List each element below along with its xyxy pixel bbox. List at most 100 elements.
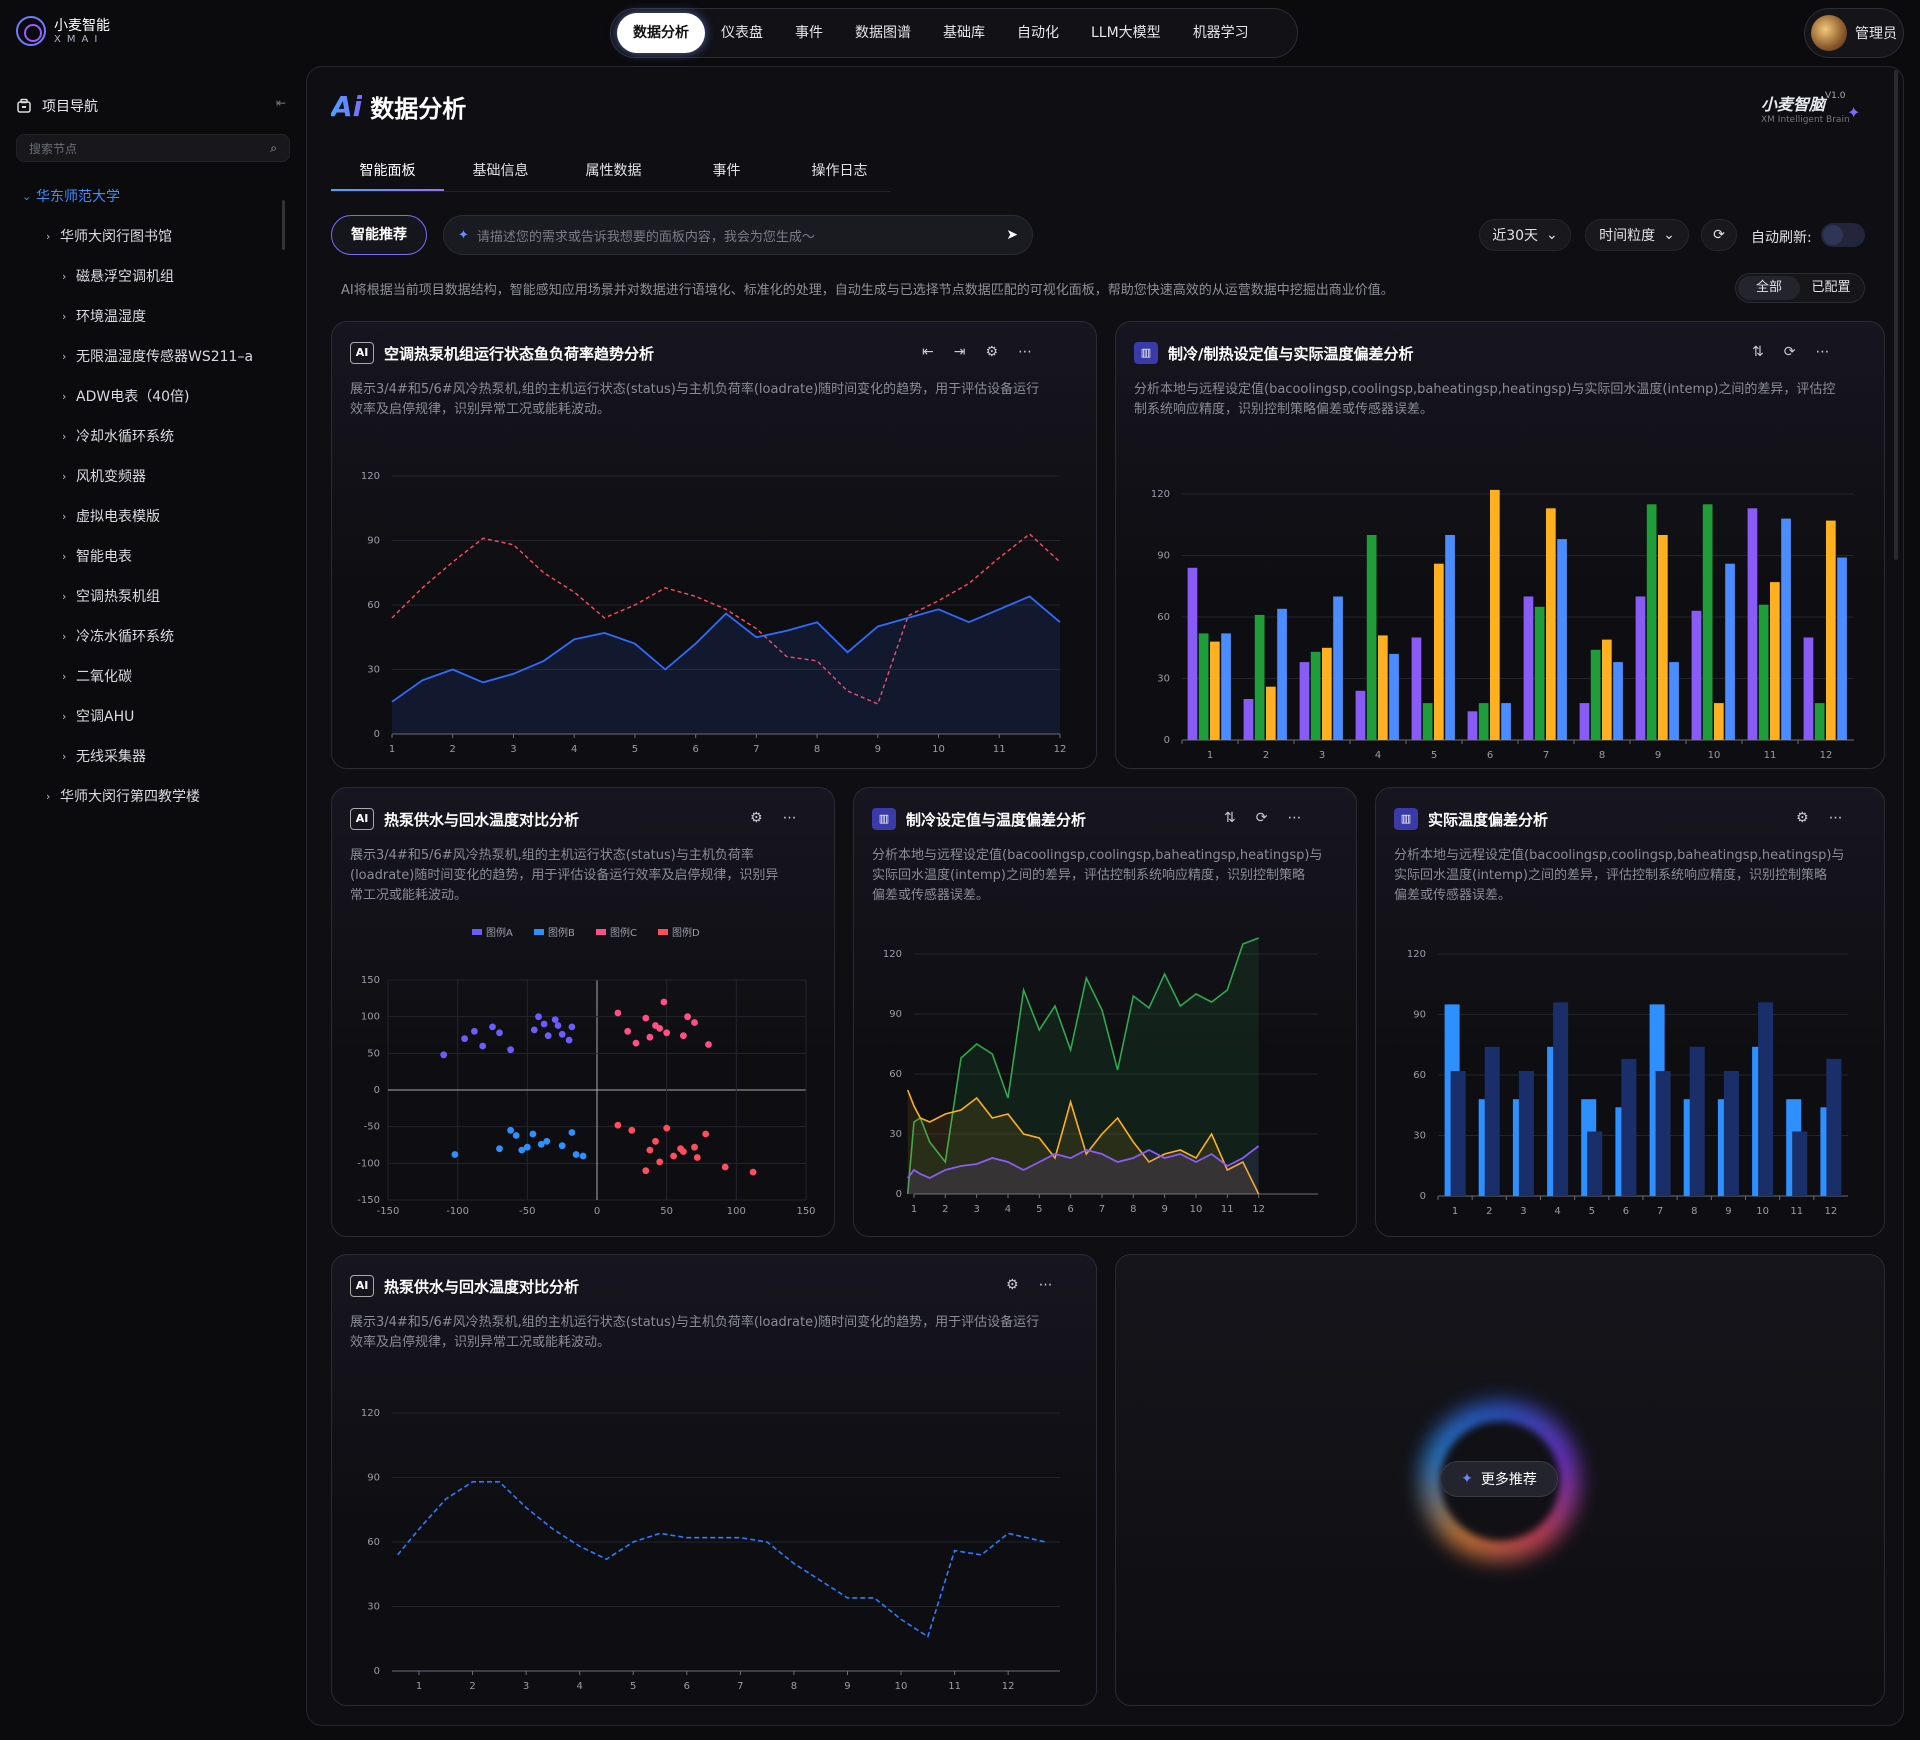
refresh-icon[interactable]: ⟳ [1255,810,1268,826]
tree-node-child[interactable]: › 无线采集器 [62,749,146,765]
card-title: 实际温度偏差分析 [1428,810,1549,829]
tree-node-library[interactable]: › 华师大闵行图书馆 [46,229,172,245]
tab-smart-panel[interactable]: 智能面板 [331,151,444,191]
main-panel: Ai 数据分析 小麦智脑V1.0 XM Intelligent Brain ✦ … [306,66,1904,1726]
main-scrollbar[interactable] [1894,70,1898,560]
tree-node-root[interactable]: ⌄ 华东师范大学 [22,189,120,205]
refresh-button[interactable]: ⟳ [1701,219,1737,251]
bar-2 [1826,1058,1842,1196]
x-tick-label: 8 [1691,1206,1697,1217]
x-tick-label: 3 [1319,750,1325,761]
scatter-point-4 [614,1121,622,1129]
nav-item-llm[interactable]: LLM大模型 [1091,25,1161,41]
scatter-point-2 [579,1152,587,1160]
x-tick-label: 5 [1589,1206,1595,1217]
settings-sliders-icon[interactable]: ⚙ [1006,1277,1019,1293]
bar-4 [1781,518,1791,740]
app-logo[interactable]: 小麦智能 XMAI [16,16,110,46]
y-tick-label: 0 [374,729,380,740]
tree-node-child[interactable]: › ADW电表（40倍) [62,389,190,405]
x-tick-label: 5 [1431,750,1437,761]
nav-item-base-library[interactable]: 基础库 [943,25,985,41]
more-icon[interactable]: ⋯ [1815,344,1830,360]
sidebar-scrollbar[interactable] [282,200,285,250]
nav-item-dashboard[interactable]: 仪表盘 [721,25,763,41]
auto-refresh-toggle[interactable] [1821,223,1865,247]
tree-node-child[interactable]: › 风机变频器 [62,469,146,485]
tree-node-child[interactable]: › 二氧化碳 [62,669,132,685]
tree-node-child[interactable]: › 无限温湿度传感器WS211–a [62,349,254,365]
more-icon[interactable]: ⋯ [1018,344,1033,360]
tree-node-child[interactable]: › 磁悬浮空调机组 [62,269,174,285]
bar-3 [1826,520,1836,740]
align-right-icon[interactable]: ⇥ [953,344,966,360]
tree-node-child[interactable]: › 环境温湿度 [62,309,146,325]
bar-3 [1770,582,1780,740]
nav-item-machine-learning[interactable]: 机器学习 [1192,25,1249,41]
tab-basic-info[interactable]: 基础信息 [472,163,529,179]
bar-3 [1714,703,1724,740]
align-left-icon[interactable]: ⇤ [922,344,934,360]
tree-node-child[interactable]: › 冷却水循环系统 [62,429,174,445]
scatter-point-3 [624,1027,632,1035]
scatter-point-4 [656,1158,664,1166]
bar-2 [1814,703,1825,740]
more-icon[interactable]: ⋯ [1287,810,1302,826]
bar-2 [1758,1002,1774,1196]
nav-item-events[interactable]: 事件 [795,25,823,41]
settings-sliders-icon[interactable]: ⚙ [1796,810,1809,826]
nav-item-data-graph[interactable]: 数据图谱 [855,25,911,41]
smart-recommend-button[interactable]: 智能推荐 [331,215,427,255]
logo-title: 小麦智能 [54,17,110,34]
swap-icon[interactable]: ⇅ [1752,344,1764,360]
settings-sliders-icon[interactable]: ⚙ [750,810,763,826]
refresh-icon[interactable]: ⟳ [1783,344,1796,360]
collapse-sidebar-icon[interactable]: ⇤ [276,96,287,110]
x-tick-label: 1 [416,1681,422,1692]
granularity-select[interactable]: 时间粒度 ⌄ [1585,219,1689,251]
tree-node-child[interactable]: › 冷冻水循环系统 [62,629,174,645]
chevron-right-icon: › [62,629,67,643]
x-tick-label: 4 [1005,1204,1011,1215]
search-icon[interactable]: ⌕ [270,140,277,155]
prompt-input[interactable]: ✦ 请描述您的需求或告诉我想要的面板内容，我会为您生成～ ➤ [443,215,1033,255]
swap-icon[interactable]: ⇅ [1224,810,1236,826]
tree-node-child[interactable]: › 空调热泵机组 [62,589,160,605]
scatter-point-1 [479,1042,487,1050]
scatter-point-2 [507,1126,514,1134]
nav-item-data-analysis[interactable]: 数据分析 [617,13,705,53]
tab-attributes[interactable]: 属性数据 [585,163,642,179]
tab-events[interactable]: 事件 [712,163,741,179]
page-description: AI将根据当前项目数据结构，智能感知应用场景并对数据进行语境化、标准化的处理，自… [341,283,1394,298]
node-search-input[interactable]: 搜索节点 ⌕ [16,134,290,162]
y-tick-label: 30 [1157,674,1170,685]
more-icon[interactable]: ⋯ [782,810,797,826]
nav-item-automation[interactable]: 自动化 [1017,25,1059,41]
more-icon[interactable]: ⋯ [1828,810,1843,826]
x-tick-label: 7 [1099,1204,1105,1215]
auto-refresh-label: 自动刷新: [1751,230,1812,246]
scatter-point-3 [632,1039,640,1047]
more-recommend-button[interactable]: ✦ 更多推荐 [1440,1461,1558,1497]
range-select[interactable]: 近30天 ⌄ [1479,219,1571,251]
tree-node-child[interactable]: › 虚拟电表模版 [62,509,160,525]
filter-configured[interactable]: 已配置 [1811,280,1851,295]
more-icon[interactable]: ⋯ [1038,1277,1053,1293]
x-tick-label: 11 [1790,1206,1803,1217]
filter-all[interactable]: 全部 [1738,276,1800,300]
send-icon[interactable]: ➤ [1006,227,1018,243]
bar-2 [1310,651,1321,740]
tab-operation-log[interactable]: 操作日志 [811,163,868,179]
ai-badge-icon: AI [350,1275,374,1297]
tree-node-child[interactable]: › 智能电表 [62,549,132,565]
card-title: 制冷设定值与温度偏差分析 [906,810,1087,829]
y-tick-label: 0 [374,1085,380,1096]
x-tick-label: 8 [791,1681,797,1692]
tree-node-child[interactable]: › 空调AHU [62,709,135,725]
tree-node-teaching-building[interactable]: › 华师大闵行第四教学楼 [46,789,200,805]
tab-divider [331,191,891,192]
scatter-point-3 [660,998,668,1006]
user-menu[interactable]: 管理员 [1804,8,1904,58]
bar-2 [1702,504,1713,741]
settings-sliders-icon[interactable]: ⚙ [985,344,999,360]
